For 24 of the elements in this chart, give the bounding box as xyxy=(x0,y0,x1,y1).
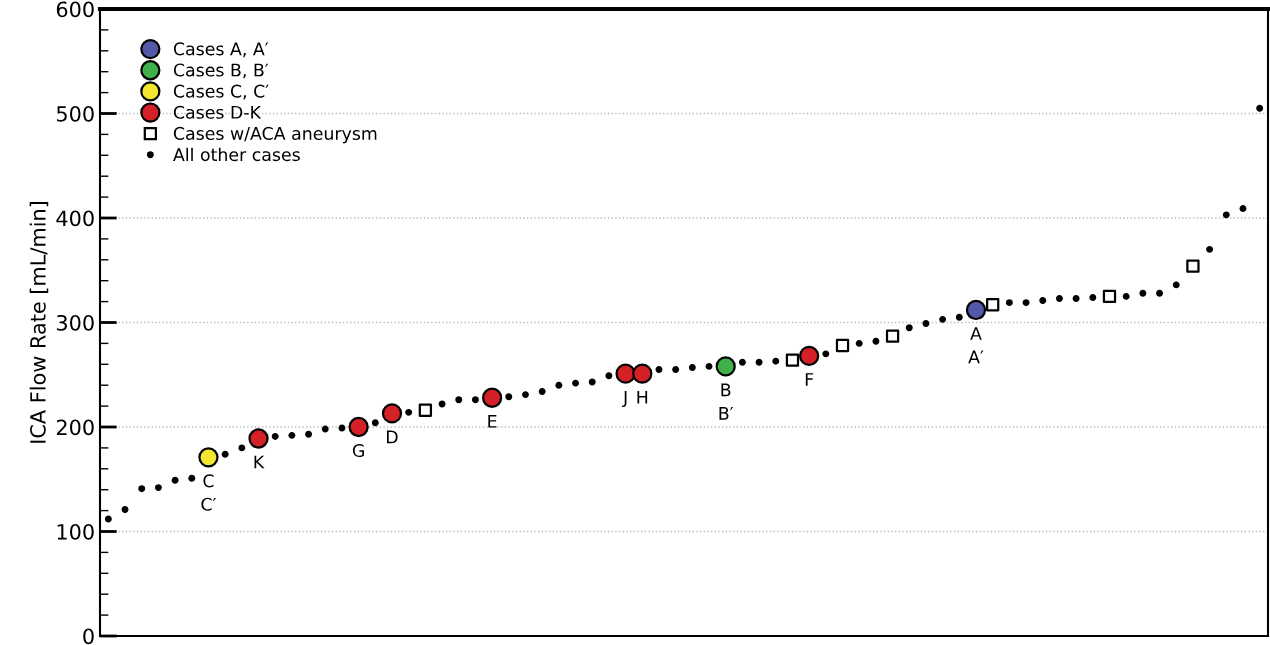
y-tick-label: 300 xyxy=(56,314,94,331)
data-label: E xyxy=(488,414,497,428)
y-tick-label: 200 xyxy=(56,419,94,436)
data-label: J xyxy=(622,390,627,408)
data-label: K xyxy=(254,455,265,469)
data-label: D xyxy=(387,430,398,444)
y-tick-label: 600 xyxy=(56,1,94,18)
data-label: F xyxy=(805,373,814,386)
data-label: H xyxy=(637,390,648,404)
legend-label: Cases B, B′ xyxy=(173,63,269,79)
data-label: A A′ xyxy=(968,327,984,364)
legend-label: Cases A, A′ xyxy=(173,42,269,58)
legend-label: Cases C, C′ xyxy=(173,84,269,100)
y-tick-label: 400 xyxy=(56,210,94,227)
y-tick-label: 0 xyxy=(83,628,94,645)
data-label: C C′ xyxy=(201,474,217,511)
y-axis-title: ICA Flow Rate [mL/min] xyxy=(29,201,49,443)
legend-label: Cases w/ACA aneurysm xyxy=(173,126,377,144)
legend-label: All other cases xyxy=(173,147,300,162)
legend-label: Cases D-K xyxy=(173,105,262,119)
y-tick-label: 500 xyxy=(56,105,94,122)
y-tick-label: 100 xyxy=(57,523,94,540)
data-label: G xyxy=(352,443,364,458)
data-label: B B′ xyxy=(719,383,734,420)
